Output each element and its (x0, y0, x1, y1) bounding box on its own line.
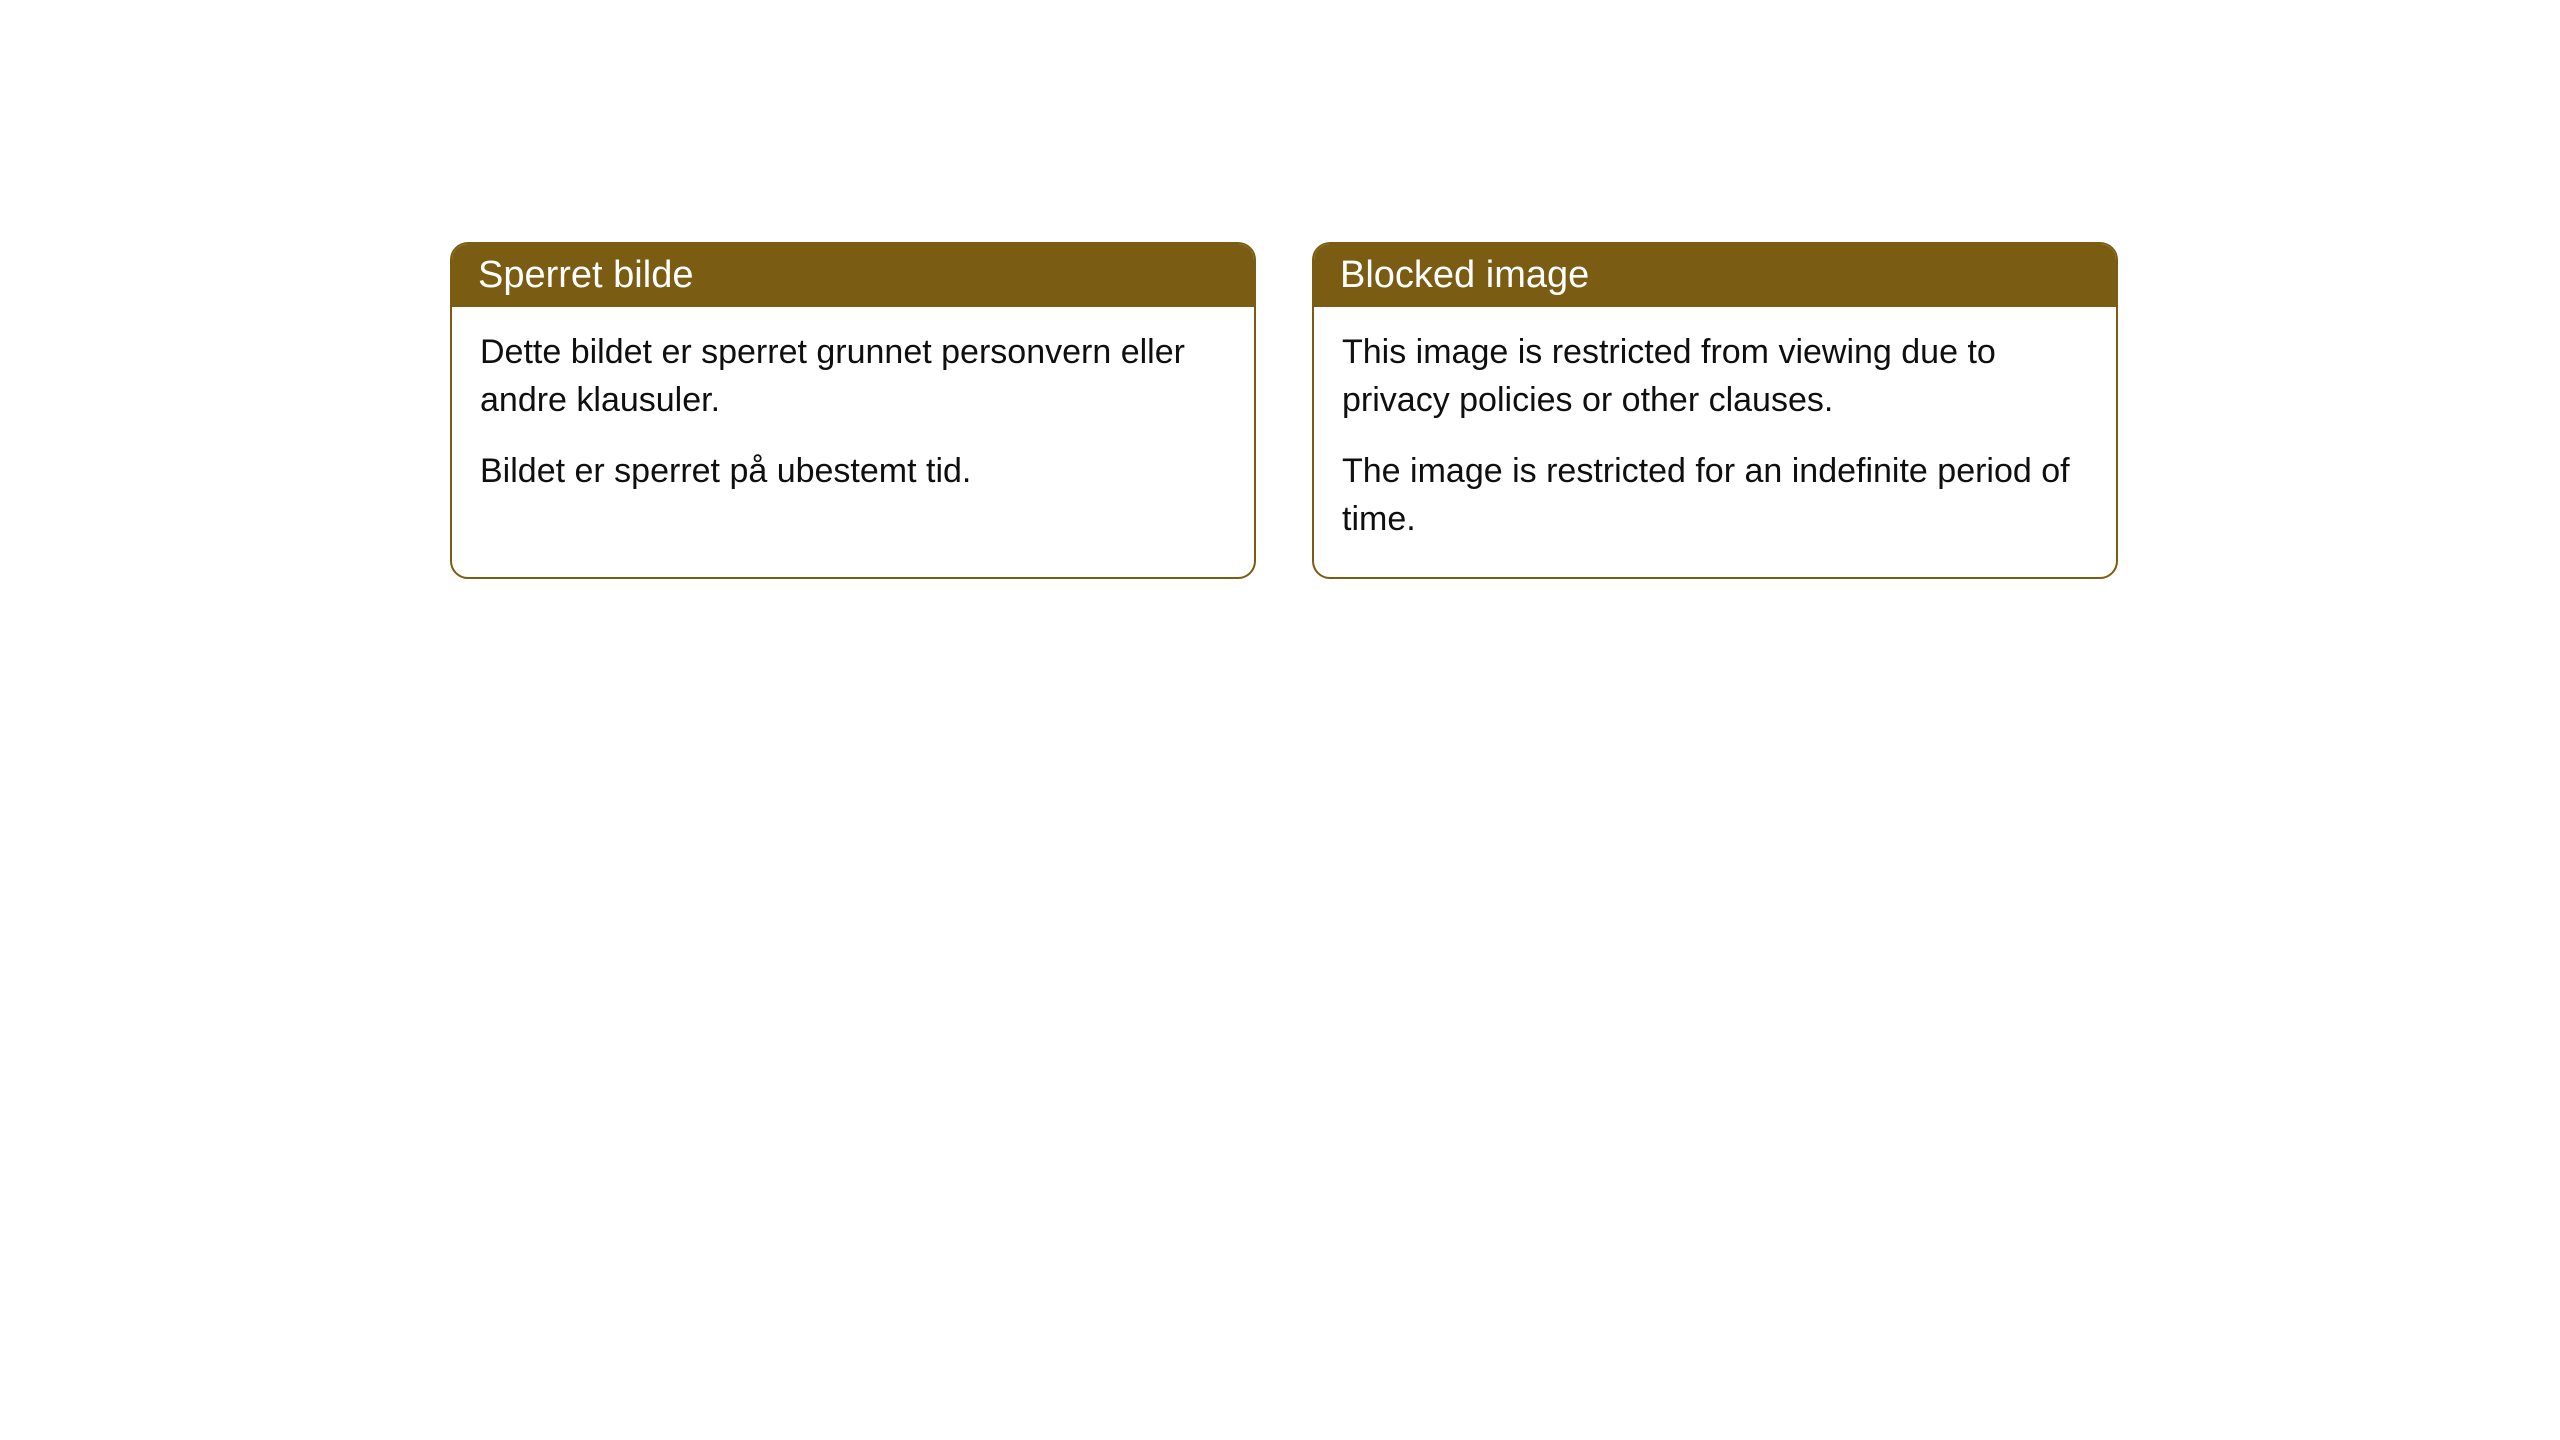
card-title-en: Blocked image (1340, 254, 1589, 296)
blocked-image-card-en: Blocked image This image is restricted f… (1312, 242, 2118, 579)
card-body-en: This image is restricted from viewing du… (1314, 307, 2116, 577)
card-header-en: Blocked image (1314, 244, 2116, 307)
card-text-2-no: Bildet er sperret på ubestemt tid. (480, 448, 1226, 496)
card-container: Sperret bilde Dette bildet er sperret gr… (450, 242, 2118, 579)
card-body-no: Dette bildet er sperret grunnet personve… (452, 307, 1254, 530)
blocked-image-card-no: Sperret bilde Dette bildet er sperret gr… (450, 242, 1256, 579)
card-text-1-en: This image is restricted from viewing du… (1342, 329, 2088, 424)
card-text-2-en: The image is restricted for an indefinit… (1342, 448, 2088, 543)
card-text-1-no: Dette bildet er sperret grunnet personve… (480, 329, 1226, 424)
card-header-no: Sperret bilde (452, 244, 1254, 307)
card-title-no: Sperret bilde (478, 254, 693, 296)
